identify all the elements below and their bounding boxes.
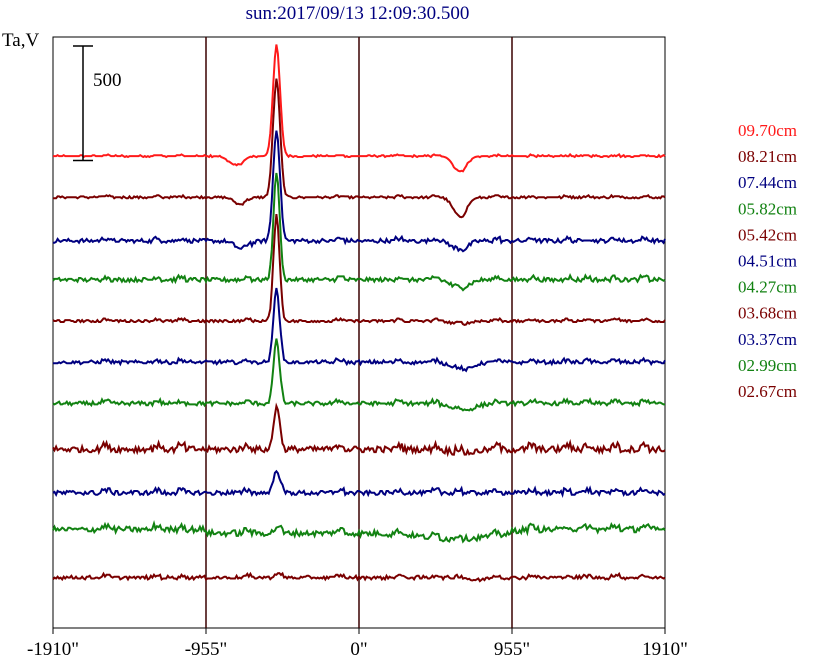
- legend-entry: 04.27cm: [738, 278, 797, 297]
- legend-entry: 05.82cm: [738, 199, 797, 218]
- series-line-09.70cm: [53, 44, 666, 173]
- series-line-02.99cm: [52, 519, 666, 544]
- legend-entry: 04.51cm: [738, 252, 797, 271]
- series-line-02.67cm: [52, 571, 666, 583]
- x-tick-label: 0": [350, 639, 367, 660]
- scale-bar-label: 500: [93, 70, 122, 91]
- scale-bar: 500: [73, 45, 122, 162]
- series-line-08.21cm: [53, 78, 666, 219]
- series-line-03.37cm: [52, 469, 666, 498]
- legend-entry: 03.68cm: [738, 304, 797, 323]
- x-tick-label: 955": [494, 639, 530, 660]
- legend-entry: 05.42cm: [738, 225, 797, 244]
- legend-entry: 03.37cm: [738, 330, 797, 349]
- series-line-05.42cm: [52, 213, 666, 326]
- x-tick-label: 1910": [642, 639, 688, 660]
- series-line-05.82cm: [52, 172, 666, 292]
- x-tick-label: -1910": [27, 639, 79, 660]
- legend-entry: 09.70cm: [738, 121, 797, 140]
- series-line-07.44cm: [53, 130, 666, 253]
- legend-entry: 08.21cm: [738, 147, 797, 166]
- series-line-04.51cm: [53, 287, 666, 373]
- x-tick-label: -955": [185, 639, 228, 660]
- series-line-03.68cm: [52, 402, 666, 458]
- series-line-04.27cm: [52, 338, 665, 412]
- chart-title: sun:2017/09/13 12:09:30.500: [245, 3, 470, 24]
- legend-entry: 07.44cm: [738, 173, 797, 192]
- y-axis-label: Ta,V: [2, 30, 40, 51]
- legend-entry: 02.99cm: [738, 356, 797, 375]
- legend-entry: 02.67cm: [738, 382, 797, 401]
